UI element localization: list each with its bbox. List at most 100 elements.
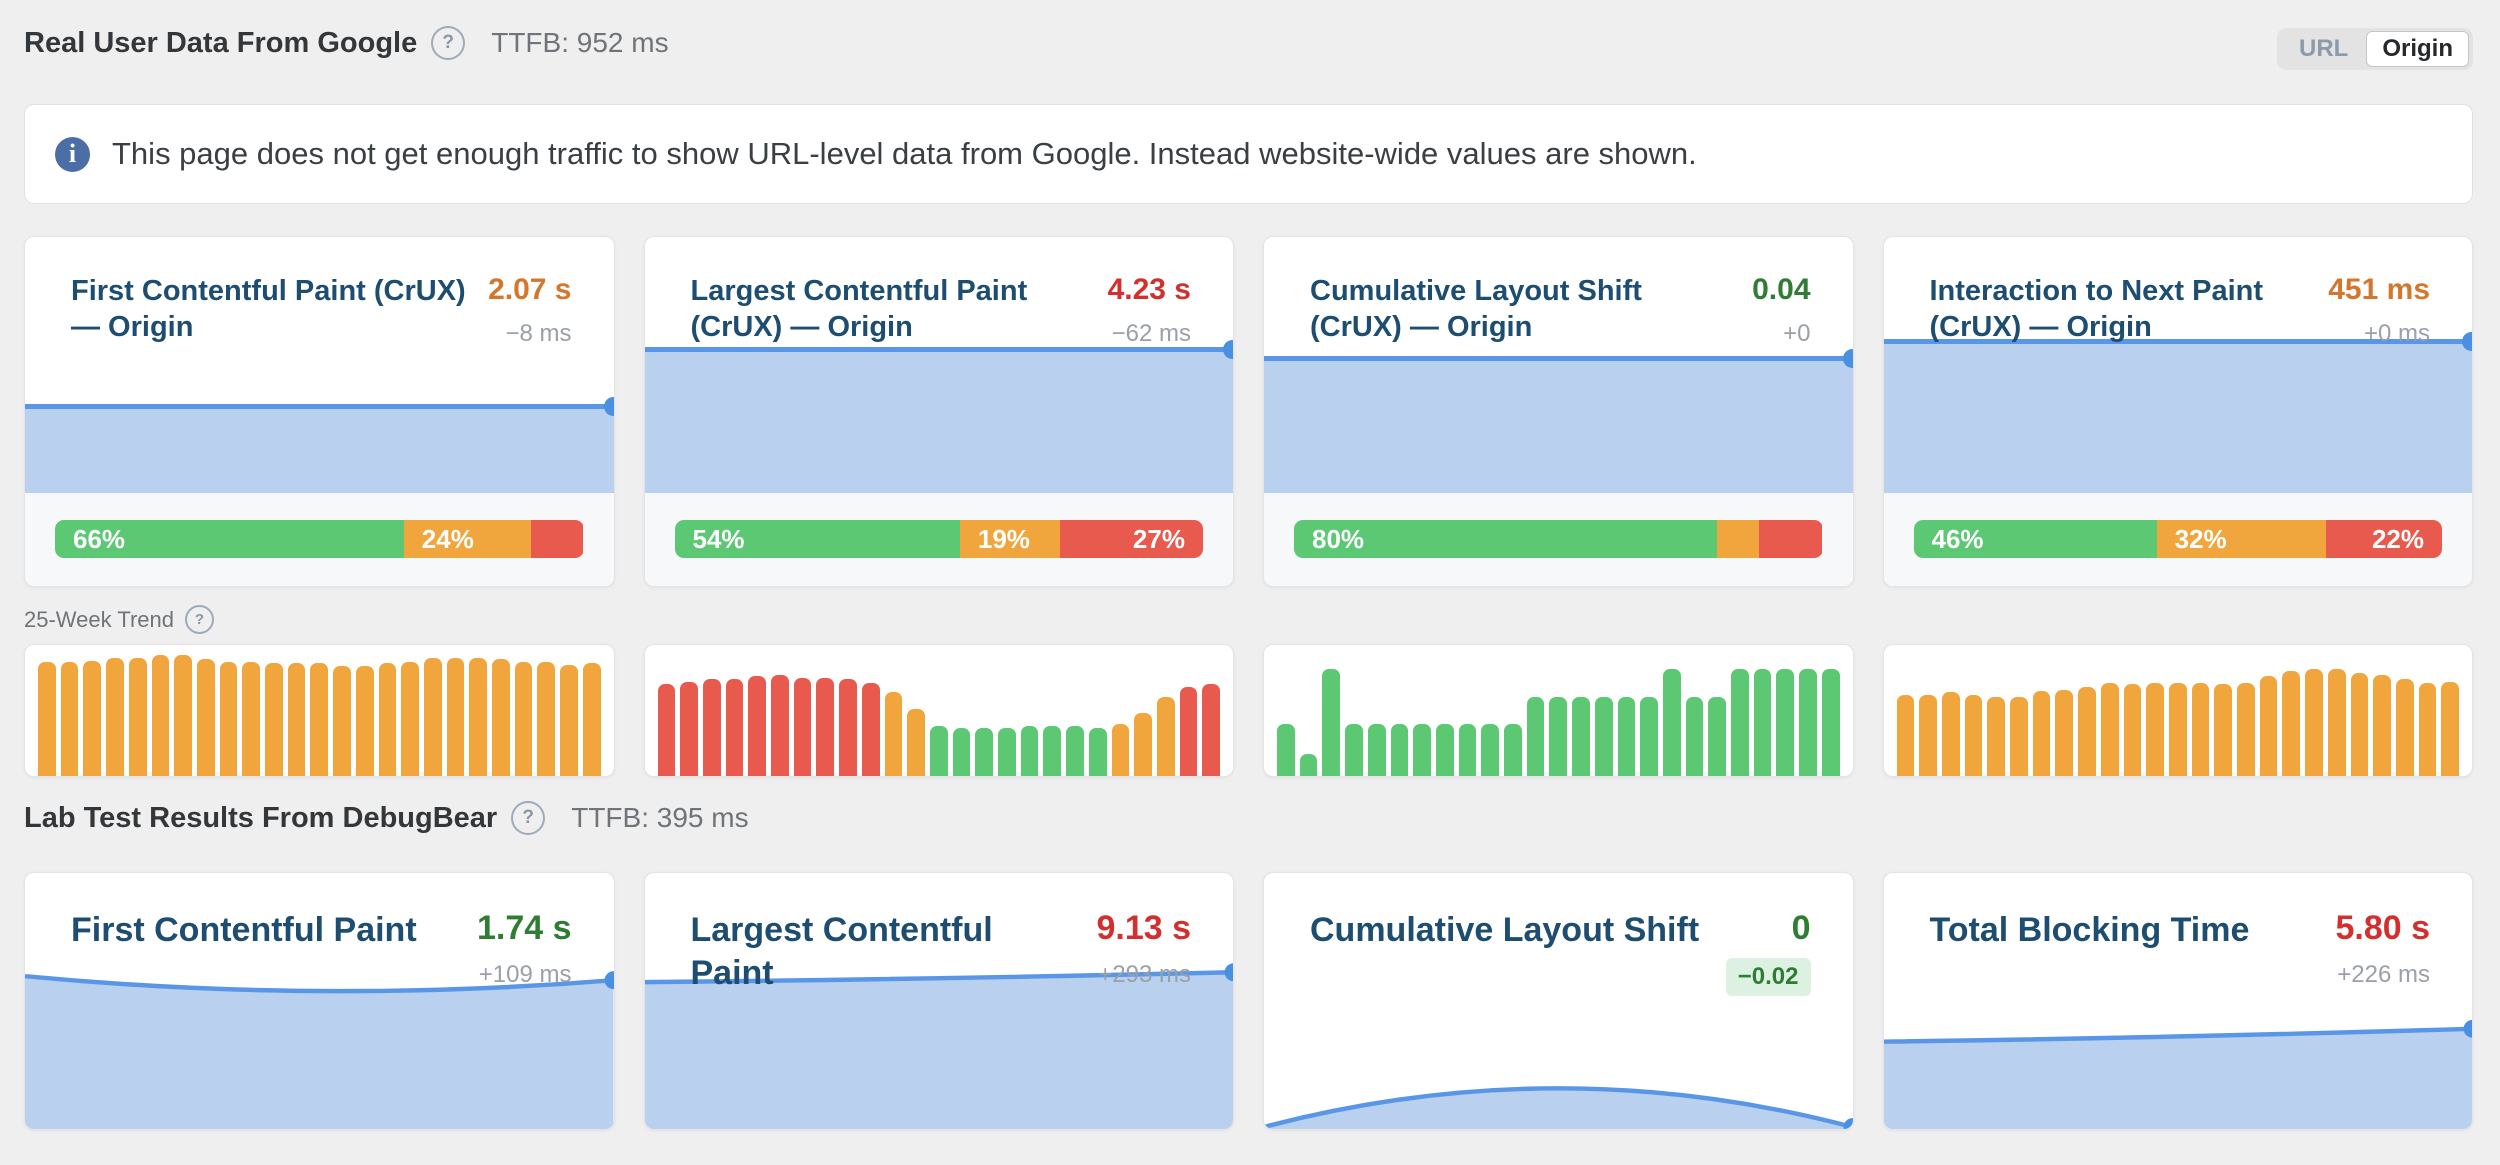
history-area-chart: [1264, 349, 1853, 500]
metric: 4.23 s −62 ms: [1108, 273, 1191, 348]
card-title: Largest Contentful Paint (CrUX) — Origin: [690, 275, 1028, 344]
distribution-good: 66%: [55, 520, 404, 558]
trend-bar: [1299, 753, 1318, 776]
card-title: First Contentful Paint: [71, 911, 417, 949]
distribution-poor: 27%: [1060, 520, 1203, 558]
lab-area-chart: [1883, 1019, 2472, 1129]
info-icon: i: [55, 136, 90, 172]
metric: 0 −0.02: [1725, 909, 1811, 996]
metric-value: 0.04: [1752, 273, 1811, 306]
trend-bar: [929, 726, 948, 776]
trend-chart-inp: [1882, 644, 2473, 777]
trend-bar: [1504, 723, 1522, 776]
trend-bar: [1277, 723, 1295, 776]
lab-ttfb-value: TTFB: 395 ms: [571, 802, 749, 833]
trend-chart-lcp: [643, 644, 1234, 777]
trend-bar: [2282, 671, 2301, 776]
trend-bar: [174, 655, 192, 776]
trend-bar: [1731, 668, 1749, 776]
crux-card-cls: Cumulative Layout Shift (CrUX) — Origin …: [1263, 236, 1854, 587]
url-origin-toggle[interactable]: URL Origin: [2277, 28, 2473, 70]
trend-bar: [1776, 668, 1795, 776]
trend-bar: [2191, 683, 2210, 776]
trend-bar: [1088, 727, 1107, 776]
metric-delta: +226 ms: [2337, 961, 2430, 988]
card-footer: 46% 32% 22%: [1883, 493, 2472, 586]
card-title: Largest Contentful Paint: [690, 911, 993, 992]
lab-area-chart: [644, 963, 1233, 1129]
card-header: Largest Contentful Paint (CrUX) — Origin…: [645, 237, 1234, 348]
metric: 5.80 s +226 ms: [2335, 909, 2430, 989]
trend-bar: [1413, 723, 1431, 776]
trend-bar: [492, 659, 510, 776]
metric-delta: +0 ms: [2363, 320, 2430, 347]
toggle-option-origin[interactable]: Origin: [2366, 31, 2469, 67]
card-header: Interaction to Next Paint (CrUX) — Origi…: [1884, 237, 2473, 348]
card-footer: 80%: [1264, 493, 1853, 586]
card-title: Total Blocking Time: [1929, 911, 2250, 949]
trend-bar: [1202, 684, 1221, 776]
trend-bar: [2168, 683, 2187, 776]
lab-section-header: Lab Test Results From DebugBear ? TTFB: …: [24, 801, 749, 835]
help-icon[interactable]: ?: [511, 801, 546, 835]
trend-bar: [1572, 697, 1590, 776]
metric: 2.07 s −8 ms: [488, 273, 571, 348]
card-title: First Contentful Paint (CrUX) — Origin: [71, 275, 466, 344]
trend-label-row: 25-Week Trend ?: [24, 605, 215, 634]
trend-bar: [884, 692, 903, 776]
trend-bar: [423, 658, 442, 776]
trend-bar: [1941, 692, 1960, 776]
card-header: Total Blocking Time 5.80 s +226 ms: [1884, 873, 2473, 989]
trend-bar: [1919, 694, 1937, 776]
distribution-good: 54%: [674, 520, 960, 558]
trend-bar: [1549, 697, 1568, 776]
trend-bar: [657, 684, 676, 776]
trend-bar: [1458, 723, 1477, 776]
trend-bar: [560, 664, 578, 776]
lab-cards-row: First Contentful Paint 1.74 s +109 ms La…: [24, 872, 2473, 1130]
trend-bar: [2010, 697, 2028, 776]
trend-bar: [446, 658, 465, 776]
trend-bar: [378, 663, 397, 776]
trend-bar: [1134, 713, 1152, 776]
data-point-dot: [603, 397, 614, 416]
trend-bar: [816, 677, 835, 776]
metric-value: 4.23 s: [1107, 273, 1191, 306]
trend-bar: [151, 655, 170, 776]
trend-bar: [219, 662, 238, 776]
help-icon[interactable]: ?: [431, 26, 466, 60]
help-icon[interactable]: ?: [185, 605, 215, 634]
toggle-option-url[interactable]: URL: [2299, 35, 2349, 62]
crux-card-inp: Interaction to Next Paint (CrUX) — Origi…: [1882, 236, 2473, 587]
trend-label: 25-Week Trend: [24, 606, 175, 632]
trend-bar: [355, 665, 374, 776]
trend-chart-cls: [1263, 644, 1854, 777]
distribution-bar: 80%: [1294, 520, 1823, 558]
trend-bar: [793, 677, 812, 776]
trend-bar: [2123, 684, 2142, 776]
distribution-needs-improvement: 19%: [959, 520, 1061, 558]
history-area-chart: [25, 397, 614, 500]
trend-bar: [2327, 668, 2346, 776]
trend-bar: [2214, 684, 2233, 776]
trend-bar: [537, 662, 556, 776]
lab-card-cls: Cumulative Layout Shift 0 −0.02: [1263, 872, 1854, 1130]
lab-area-chart: [1264, 1086, 1853, 1129]
metric-value: 451 ms: [2328, 273, 2430, 306]
metric-delta: +0: [1783, 320, 1811, 347]
crux-section-header: Real User Data From Google ? TTFB: 952 m…: [24, 26, 669, 60]
trend-bar: [725, 679, 744, 776]
trend-bar: [771, 675, 789, 776]
metric: 1.74 s +109 ms: [477, 909, 572, 989]
trend-bar: [1156, 697, 1175, 776]
metric-value: 5.80 s: [2335, 909, 2430, 947]
data-point-dot: [604, 971, 614, 990]
trend-bar: [2373, 675, 2391, 776]
trend-bar: [1821, 668, 1840, 776]
metric-value: 1.74 s: [476, 909, 572, 947]
trend-bar: [514, 662, 533, 776]
trend-bar: [702, 679, 721, 776]
history-area-chart: [644, 340, 1234, 500]
card-footer: 54% 19% 27%: [644, 493, 1233, 586]
metric-delta: −62 ms: [1111, 320, 1191, 347]
